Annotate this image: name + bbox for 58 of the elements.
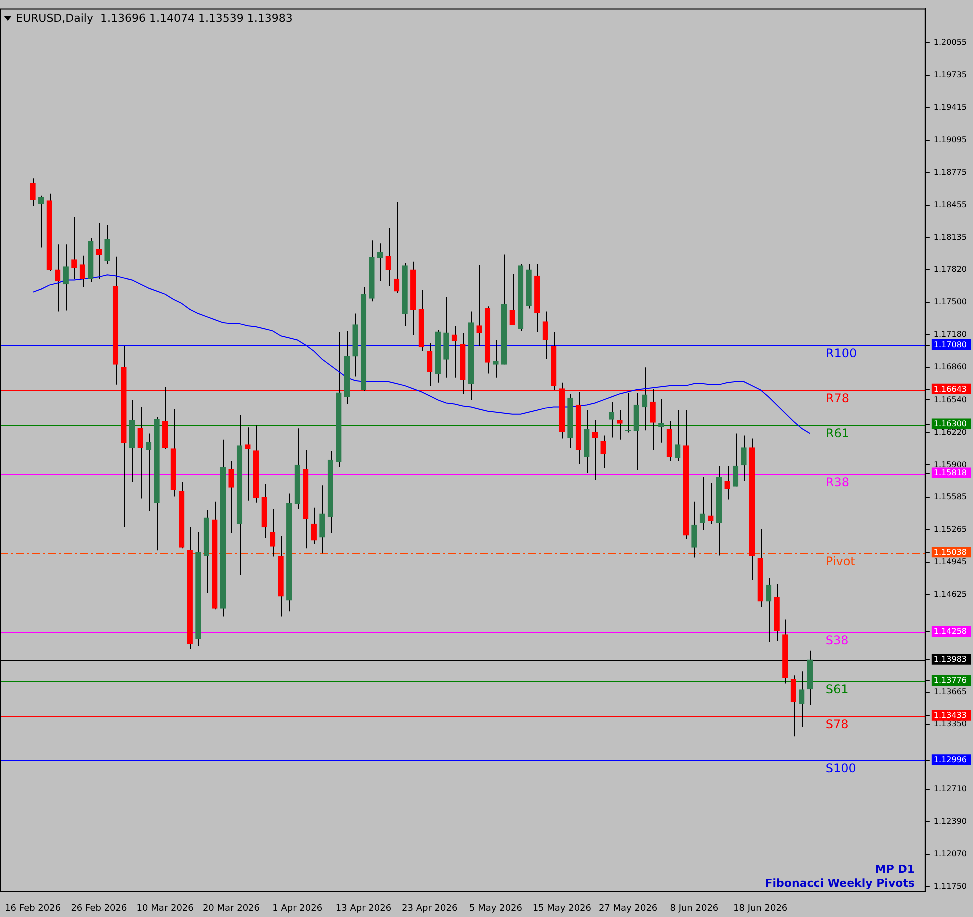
y-tick-label: 1.12070	[934, 850, 968, 859]
y-tick-label: 1.20055	[934, 38, 968, 47]
ref-line-label: S78	[826, 718, 849, 732]
x-tick-label: 26 Feb 2026	[71, 904, 128, 914]
y-tick-label: 1.13665	[934, 688, 968, 697]
y-tick-label: 1.16643	[934, 384, 968, 394]
x-tick-label: 16 Feb 2026	[5, 904, 62, 914]
x-tick-label: 1 Apr 2026	[272, 904, 323, 914]
y-tick-label: 1.17500	[934, 298, 968, 307]
y-tick-label: 1.17180	[934, 330, 968, 340]
y-tick-label: 1.14945	[934, 557, 968, 566]
y-tick-label: 1.18775	[934, 168, 968, 178]
y-tick-label: 1.19095	[934, 136, 968, 145]
x-tick-label: 13 Apr 2026	[336, 904, 392, 914]
y-tick-label: 1.16300	[934, 420, 968, 429]
ref-line-label: S38	[826, 634, 849, 648]
ref-line-label: R100	[826, 346, 858, 361]
y-tick-label: 1.12996	[934, 756, 968, 765]
y-tick-label: 1.18455	[934, 200, 968, 210]
y-tick-label: 1.15900	[934, 460, 968, 470]
y-tick-label: 1.11750	[934, 882, 968, 892]
y-tick-label: 1.12390	[934, 817, 968, 826]
y-tick-label: 1.18135	[934, 233, 968, 242]
y-tick-label: 1.16220	[934, 428, 968, 437]
y-tick-label: 1.15038	[934, 548, 968, 557]
ref-line-label: R78	[826, 392, 850, 406]
x-tick-label: 18 Jun 2026	[734, 904, 788, 914]
y-tick-label: 1.15265	[934, 524, 968, 534]
y-tick-label: 1.15585	[934, 492, 968, 502]
text: MP D1	[874, 863, 915, 877]
x-tick-label: 23 Apr 2026	[402, 904, 458, 914]
y-tick-label: 1.19415	[934, 102, 968, 112]
y-tick-label: 1.14258	[934, 627, 968, 636]
y-tick-label: 1.16860	[934, 362, 968, 372]
y-tick-label: 1.13776	[934, 676, 968, 686]
y-tick-label: 1.13350	[934, 720, 968, 729]
y-tick-label: 1.16540	[934, 395, 968, 404]
x-tick-label: 8 Jun 2026	[670, 904, 719, 914]
x-tick-label: 15 May 2026	[532, 904, 592, 914]
x-tick-label: 5 May 2026	[470, 904, 523, 914]
x-tick-label: 27 May 2026	[598, 904, 658, 914]
x-tick-label: 20 Mar 2026	[202, 904, 260, 914]
ref-line-label: S61	[826, 682, 849, 697]
chart-title: EURUSD,Daily 1.13696 1.14074 1.13539 1.13983	[16, 12, 293, 25]
annotation: Fibonacci Weekly Pivots	[765, 877, 915, 891]
ref-line-label: R38	[826, 476, 850, 490]
y-tick-label: 1.17080	[934, 340, 968, 350]
y-tick-label: 1.15818	[934, 468, 968, 478]
ref-line-label: S100	[826, 762, 856, 776]
y-tick-label: 1.19735	[934, 70, 968, 80]
y-tick-label: 1.13983	[934, 655, 968, 664]
y-tick-label: 1.12710	[934, 784, 968, 794]
ref-line-label: Pivot	[826, 554, 856, 569]
y-tick-label: 1.14625	[934, 590, 968, 599]
ref-line-label: R61	[826, 426, 850, 441]
x-tick-label: 10 Mar 2026	[136, 904, 194, 914]
y-tick-label: 1.13433	[934, 711, 968, 720]
y-tick-label: 1.17820	[934, 265, 968, 274]
